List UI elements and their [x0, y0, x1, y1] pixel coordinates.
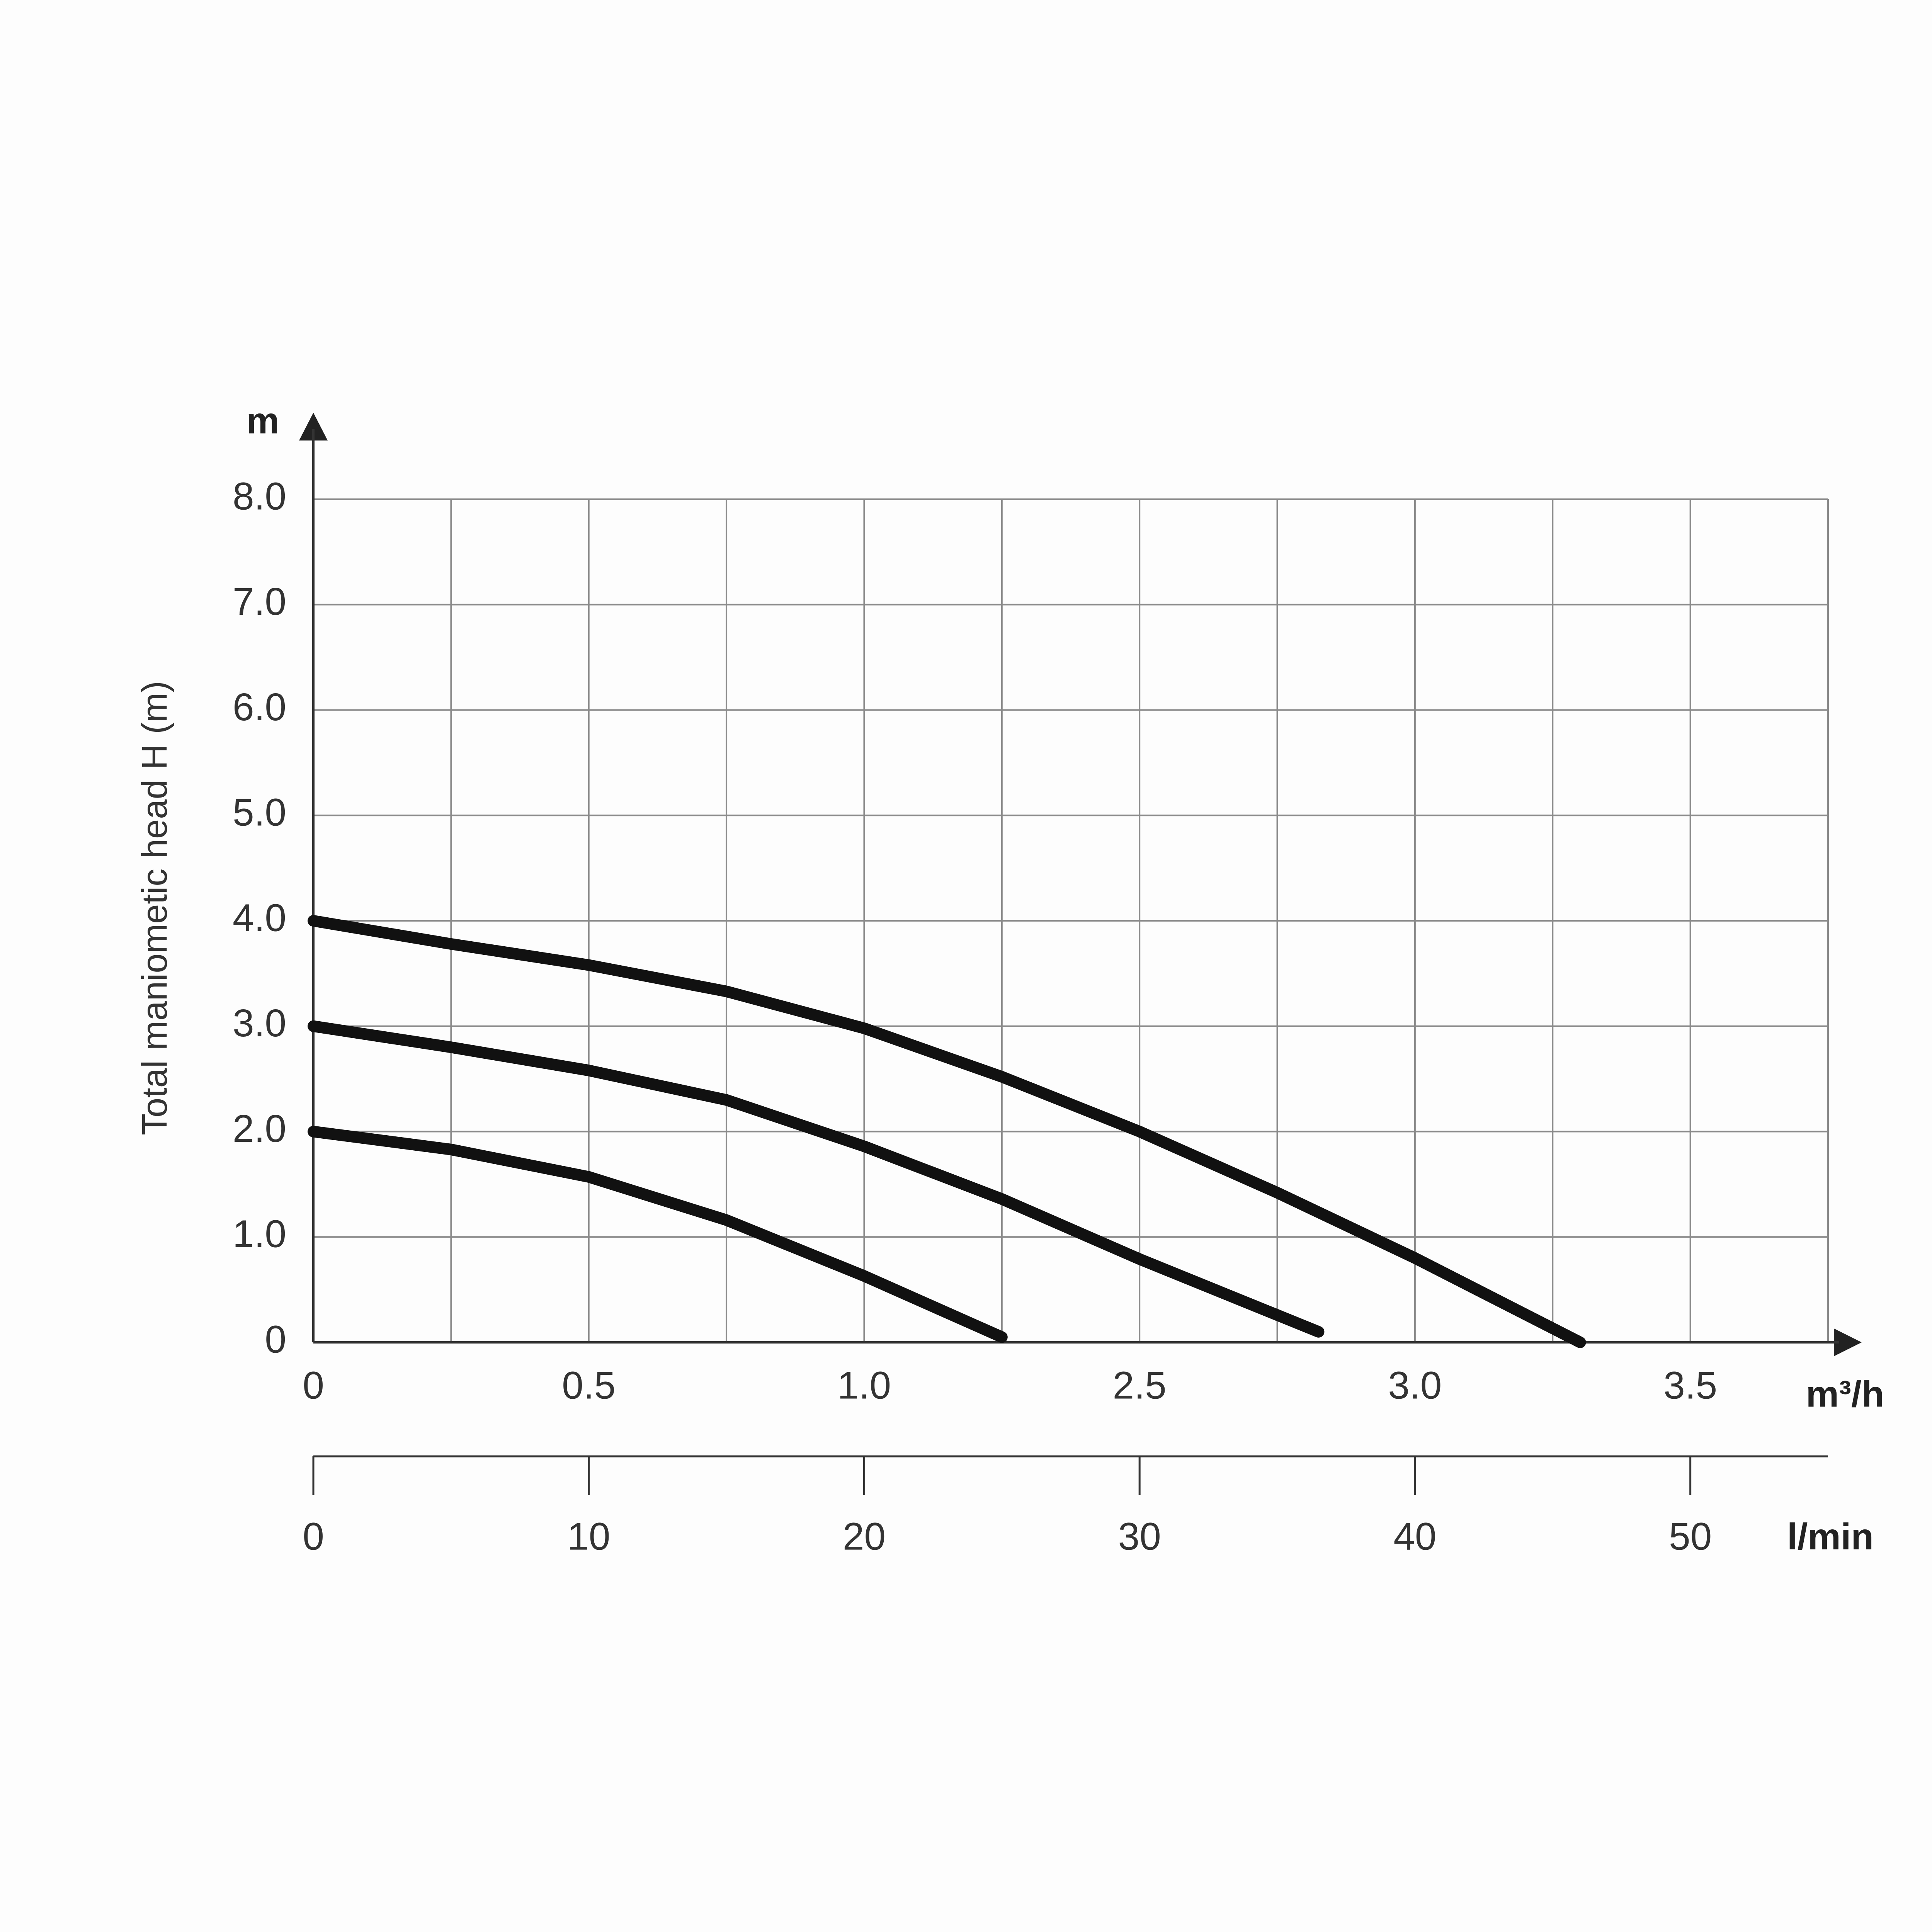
y-tick-label: 2.0: [233, 1107, 286, 1150]
y-tick-label: 6.0: [233, 685, 286, 729]
x-tick-label: 3.0: [1388, 1364, 1442, 1407]
x-unit: m³/h: [1806, 1373, 1884, 1415]
y-axis-title: Total maniometic head H (m): [135, 681, 174, 1135]
x-tick-label: 1.0: [837, 1364, 891, 1407]
lower-tick-label: 50: [1669, 1515, 1712, 1558]
x-lower-unit: l/min: [1787, 1516, 1874, 1557]
lower-tick-label: 40: [1393, 1515, 1436, 1558]
lower-tick-label: 0: [303, 1515, 324, 1558]
pump-curve: [308, 1020, 1325, 1338]
y-tick-label: 4.0: [233, 896, 286, 939]
y-unit: m: [246, 400, 279, 441]
pump-curve: [308, 915, 1586, 1348]
x-axis-arrow: [1834, 1328, 1862, 1356]
x-tick-label: 3.5: [1663, 1364, 1717, 1407]
lower-tick-label: 30: [1118, 1515, 1161, 1558]
lower-tick-label: 20: [843, 1515, 886, 1558]
x-tick-label: 2.5: [1113, 1364, 1167, 1407]
lower-tick-label: 10: [567, 1515, 610, 1558]
pump-curve: [308, 1126, 1008, 1343]
y-tick-label: 1.0: [233, 1213, 286, 1256]
y-tick-label: 8.0: [233, 474, 286, 518]
y-tick-label: 0: [265, 1318, 286, 1361]
y-axis-arrow: [299, 413, 328, 440]
y-tick-label: 5.0: [233, 791, 286, 834]
y-tick-label: 3.0: [233, 1002, 286, 1045]
x-tick-label: 0: [303, 1364, 324, 1407]
x-tick-label: 0.5: [562, 1364, 616, 1407]
y-tick-label: 7.0: [233, 580, 286, 623]
